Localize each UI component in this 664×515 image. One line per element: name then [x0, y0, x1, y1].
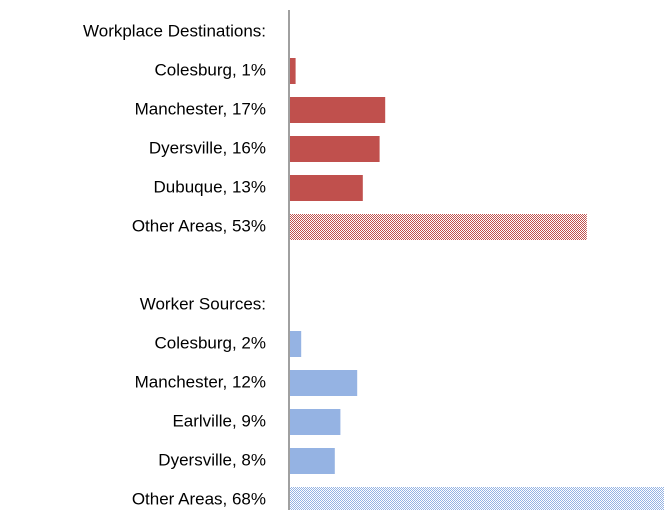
group-label: Workplace Destinations: — [83, 21, 266, 40]
bar — [290, 331, 302, 357]
bar — [290, 58, 296, 84]
category-label: Colesburg, 2% — [154, 333, 266, 352]
bar — [290, 214, 587, 240]
bar — [290, 409, 341, 435]
category-label: Dubuque, 13% — [154, 177, 266, 196]
group-label: Worker Sources: — [140, 294, 266, 313]
bar — [290, 136, 380, 162]
bar — [290, 370, 358, 396]
category-label: Dyersville, 8% — [158, 450, 266, 469]
category-label: Other Areas, 68% — [132, 489, 266, 508]
category-label: Manchester, 17% — [135, 99, 266, 118]
bar — [290, 487, 664, 513]
category-label: Colesburg, 1% — [154, 60, 266, 79]
bar — [290, 448, 335, 474]
bar — [290, 97, 386, 123]
category-label: Dyersville, 16% — [149, 138, 266, 157]
category-label: Manchester, 12% — [135, 372, 266, 391]
bar — [290, 175, 363, 201]
category-label: Other Areas, 53% — [132, 216, 266, 235]
category-label: Earlville, 9% — [172, 411, 266, 430]
